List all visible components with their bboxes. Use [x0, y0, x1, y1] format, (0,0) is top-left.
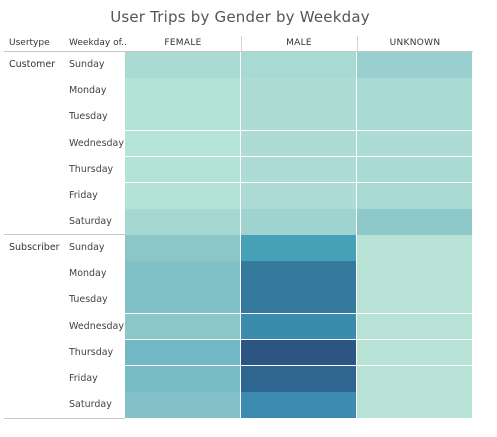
cell-customer-wednesday-male[interactable] — [241, 130, 357, 158]
cell-customer-saturday-male[interactable] — [241, 209, 357, 236]
row-label-subscriber-wednesday: Wednesday — [69, 320, 125, 332]
group-label-customer: Customer — [9, 59, 56, 70]
row-label-subscriber-sunday: Sunday — [69, 242, 105, 253]
cell-customer-wednesday-unknown[interactable] — [357, 130, 473, 158]
cell-customer-sunday-unknown[interactable] — [357, 52, 473, 79]
cell-customer-thursday-female[interactable] — [125, 156, 241, 184]
cell-customer-sunday-female[interactable] — [125, 52, 241, 79]
cell-customer-friday-unknown[interactable] — [357, 183, 473, 210]
cell-subscriber-monday-female[interactable] — [125, 261, 241, 288]
cell-customer-tuesday-unknown[interactable] — [357, 104, 473, 131]
row-label-subscriber-saturday: Saturday — [69, 399, 112, 411]
row-label-subscriber-friday: Friday — [69, 373, 98, 384]
row-label-subscriber-thursday: Thursday — [69, 346, 114, 358]
cell-subscriber-sunday-unknown[interactable] — [357, 235, 473, 262]
cell-customer-thursday-male[interactable] — [241, 156, 357, 184]
cell-subscriber-friday-female[interactable] — [125, 366, 241, 393]
cell-subscriber-tuesday-unknown[interactable] — [357, 287, 473, 314]
cell-customer-wednesday-female[interactable] — [125, 130, 241, 158]
row-label-customer-saturday: Saturday — [69, 216, 112, 228]
cell-subscriber-tuesday-female[interactable] — [125, 287, 241, 314]
cell-subscriber-sunday-female[interactable] — [125, 235, 241, 262]
cell-customer-sunday-male[interactable] — [241, 52, 357, 79]
group-label-subscriber: Subscriber — [9, 242, 60, 253]
cell-subscriber-friday-unknown[interactable] — [357, 366, 473, 393]
row-label-customer-sunday: Sunday — [69, 59, 105, 70]
column-divider-male — [357, 36, 358, 51]
header-divider — [4, 51, 473, 52]
cell-customer-thursday-unknown[interactable] — [357, 156, 473, 184]
cell-subscriber-thursday-female[interactable] — [125, 339, 241, 367]
column-header-male: MALE — [286, 38, 312, 48]
row-label-customer-friday: Friday — [69, 190, 98, 201]
cell-subscriber-wednesday-female[interactable] — [125, 313, 241, 341]
column-header-female: FEMALE — [164, 38, 202, 48]
cell-subscriber-thursday-male[interactable] — [241, 339, 357, 367]
cell-subscriber-tuesday-male[interactable] — [241, 287, 357, 314]
column-header-unknown: UNKNOWN — [389, 38, 441, 48]
row-label-customer-monday: Monday — [69, 85, 107, 97]
cell-subscriber-wednesday-male[interactable] — [241, 313, 357, 341]
row-header-weekday[interactable]: Weekday of.. — [69, 38, 127, 48]
cell-subscriber-sunday-male[interactable] — [241, 235, 357, 262]
cell-subscriber-saturday-unknown[interactable] — [357, 392, 473, 419]
column-divider-female — [241, 36, 242, 51]
chart-title: User Trips by Gender by Weekday — [110, 8, 370, 26]
row-label-customer-tuesday: Tuesday — [69, 111, 108, 123]
cell-customer-friday-female[interactable] — [125, 183, 241, 210]
cell-customer-saturday-female[interactable] — [125, 209, 241, 236]
row-label-customer-thursday: Thursday — [69, 163, 114, 175]
cell-subscriber-thursday-unknown[interactable] — [357, 339, 473, 367]
cell-subscriber-wednesday-unknown[interactable] — [357, 313, 473, 341]
cell-subscriber-friday-male[interactable] — [241, 366, 357, 393]
cell-customer-monday-unknown[interactable] — [357, 78, 473, 105]
cell-customer-monday-male[interactable] — [241, 78, 357, 105]
cell-customer-tuesday-female[interactable] — [125, 104, 241, 131]
cell-subscriber-saturday-male[interactable] — [241, 392, 357, 419]
row-label-customer-wednesday: Wednesday — [69, 137, 125, 149]
row-header-usertype: Usertype — [9, 38, 50, 48]
cell-customer-monday-female[interactable] — [125, 78, 241, 105]
cell-subscriber-monday-unknown[interactable] — [357, 261, 473, 288]
cell-customer-saturday-unknown[interactable] — [357, 209, 473, 236]
cell-subscriber-saturday-female[interactable] — [125, 392, 241, 419]
cell-subscriber-monday-male[interactable] — [241, 261, 357, 288]
cell-customer-friday-male[interactable] — [241, 183, 357, 210]
row-label-subscriber-tuesday: Tuesday — [69, 294, 108, 306]
cell-customer-tuesday-male[interactable] — [241, 104, 357, 131]
row-label-subscriber-monday: Monday — [69, 268, 107, 280]
